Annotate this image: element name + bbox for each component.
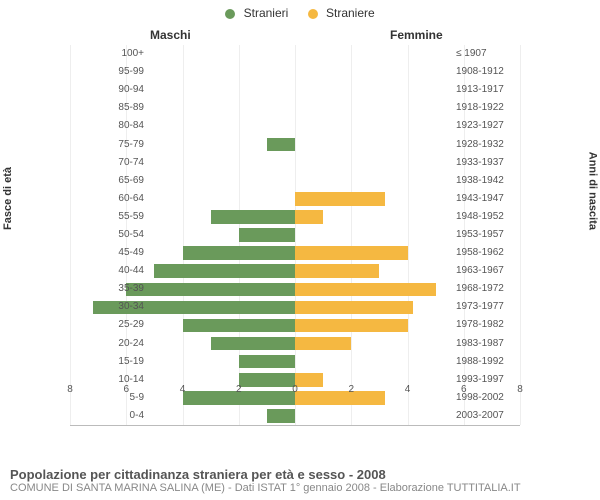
female-bar [295, 373, 323, 387]
male-bar [211, 337, 295, 351]
female-bar [295, 319, 408, 333]
birth-year-label: 1988-1992 [456, 357, 526, 367]
age-label: 85-89 [84, 103, 144, 113]
female-bar [295, 192, 385, 206]
birth-year-label: 1998-2002 [456, 393, 526, 403]
female-bar [295, 246, 408, 260]
x-tick-label: 0 [292, 384, 298, 395]
birth-year-label: 1943-1947 [456, 194, 526, 204]
birth-year-label: 1908-1912 [456, 67, 526, 77]
age-label: 70-74 [84, 158, 144, 168]
legend-label-male: Stranieri [244, 6, 289, 20]
age-label: 90-94 [84, 85, 144, 95]
male-bar [183, 246, 296, 260]
age-label: 35-39 [84, 284, 144, 294]
age-label: 50-54 [84, 230, 144, 240]
female-bar [295, 391, 385, 405]
birth-year-label: 1953-1957 [456, 230, 526, 240]
female-bar [295, 301, 413, 315]
female-bar [295, 337, 351, 351]
age-label: 25-29 [84, 320, 144, 330]
footer-title: Popolazione per cittadinanza straniera p… [10, 467, 590, 482]
age-label: 95-99 [84, 67, 144, 77]
legend-item-male: Stranieri [225, 6, 288, 20]
birth-year-label: 1933-1937 [456, 158, 526, 168]
age-label: 100+ [84, 49, 144, 59]
legend-item-female: Straniere [308, 6, 375, 20]
age-label: 5-9 [84, 393, 144, 403]
male-bar [267, 138, 295, 152]
right-axis-title: Anni di nascita [586, 152, 598, 230]
male-bar [267, 409, 295, 423]
male-bar [154, 264, 295, 278]
birth-year-label: 1968-1972 [456, 284, 526, 294]
birth-year-label: 1973-1977 [456, 302, 526, 312]
age-label: 40-44 [84, 266, 144, 276]
birth-year-label: 1948-1952 [456, 212, 526, 222]
male-bar [126, 283, 295, 297]
age-label: 15-19 [84, 357, 144, 367]
birth-year-label: 1963-1967 [456, 266, 526, 276]
male-bar [239, 373, 295, 387]
footer-subtitle: COMUNE DI SANTA MARINA SALINA (ME) - Dat… [10, 482, 590, 494]
age-label: 60-64 [84, 194, 144, 204]
birth-year-label: 1913-1917 [456, 85, 526, 95]
age-label: 30-34 [84, 302, 144, 312]
birth-year-label: 1938-1942 [456, 176, 526, 186]
x-tick-label: 8 [67, 384, 73, 395]
age-label: 55-59 [84, 212, 144, 222]
x-tick-label: 2 [348, 384, 354, 395]
legend-swatch-male [225, 9, 235, 19]
birth-year-label: 1928-1932 [456, 140, 526, 150]
age-label: 80-84 [84, 121, 144, 131]
birth-year-label: 1923-1927 [456, 121, 526, 131]
male-bar [239, 355, 295, 369]
male-bar [183, 319, 296, 333]
age-label: 20-24 [84, 339, 144, 349]
age-label: 65-69 [84, 176, 144, 186]
legend-label-female: Straniere [326, 6, 375, 20]
birth-year-label: 1958-1962 [456, 248, 526, 258]
header-female: Femmine [390, 28, 443, 42]
age-label: 45-49 [84, 248, 144, 258]
birth-year-label: 1983-1987 [456, 339, 526, 349]
x-tick-label: 2 [236, 384, 242, 395]
female-bar [295, 283, 436, 297]
x-tick-label: 4 [180, 384, 186, 395]
birth-year-label: 2003-2007 [456, 411, 526, 421]
age-label: 0-4 [84, 411, 144, 421]
female-bar [295, 264, 379, 278]
age-label: 10-14 [84, 375, 144, 385]
header-male: Maschi [150, 28, 191, 42]
male-bar [211, 210, 295, 224]
population-pyramid-chart: Stranieri Straniere Maschi Femmine Fasce… [0, 0, 600, 500]
female-bar [295, 210, 323, 224]
age-label: 75-79 [84, 140, 144, 150]
legend-swatch-female [308, 9, 318, 19]
x-tick-label: 4 [405, 384, 411, 395]
birth-year-label: 1978-1982 [456, 320, 526, 330]
birth-year-label: 1918-1922 [456, 103, 526, 113]
chart-footer: Popolazione per cittadinanza straniera p… [10, 467, 590, 494]
left-axis-title: Fasce di età [2, 167, 14, 230]
chart-legend: Stranieri Straniere [0, 6, 600, 20]
birth-year-label: 1993-1997 [456, 375, 526, 385]
birth-year-label: ≤ 1907 [456, 49, 526, 59]
male-bar [239, 228, 295, 242]
